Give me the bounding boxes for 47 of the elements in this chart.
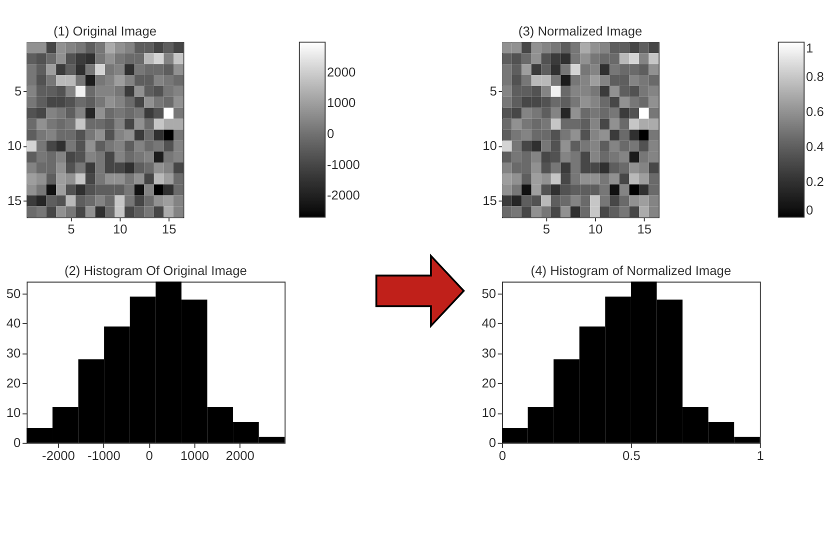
y-tick-label: 0 — [488, 435, 496, 450]
color-bar-label: 1 — [806, 40, 814, 56]
y-tick-label: 40 — [482, 316, 496, 331]
chart-title: (1) Original Image — [53, 24, 157, 39]
y-tick-label: 30 — [6, 345, 21, 360]
color-bar-label: 1000 — [326, 95, 356, 110]
y-tick-label: 30 — [482, 345, 496, 360]
x-tick-label: 0 — [498, 448, 506, 463]
chart-title: (4) Histogram of Normalized Image — [530, 263, 732, 278]
y-tick-label: 5 — [490, 84, 497, 99]
color-bar-label: 0.2 — [806, 174, 824, 189]
x-tick-label: 5 — [68, 221, 75, 236]
x-tick-label: 2000 — [226, 448, 254, 463]
x-tick-label: 0.5 — [622, 448, 640, 463]
y-tick-label: 50 — [6, 286, 21, 301]
x-tick-label: 0 — [146, 448, 153, 463]
y-tick-label: 10 — [7, 138, 22, 154]
y-tick-label: 40 — [6, 316, 21, 331]
color-bar-label: -1000 — [326, 156, 360, 172]
x-tick-label: 15 — [162, 221, 176, 236]
y-tick-label: 0 — [14, 435, 21, 450]
x-tick-label: 15 — [637, 221, 652, 236]
chart-title: (2) Histogram Of Original Image — [64, 263, 247, 278]
y-tick-label: 5 — [14, 84, 22, 99]
x-tick-label: 5 — [542, 221, 550, 236]
color-bar-label: -2000 — [326, 188, 360, 203]
color-bar-label: 2000 — [326, 64, 356, 80]
y-tick-label: 50 — [482, 286, 496, 301]
color-bar-label: 0 — [326, 126, 334, 141]
y-tick-label: 10 — [482, 405, 496, 420]
color-bar-label: 0.6 — [806, 104, 824, 119]
x-tick-label: 10 — [588, 221, 603, 236]
y-tick-label: 10 — [6, 405, 21, 420]
color-bar-label: 0 — [806, 202, 814, 218]
x-tick-label: -2000 — [42, 448, 75, 463]
x-tick-label: 10 — [112, 221, 128, 236]
x-tick-label: -1000 — [87, 448, 120, 463]
x-tick-label: 1000 — [180, 448, 210, 463]
color-bar-label: 0.4 — [806, 138, 824, 154]
y-tick-label: 20 — [482, 375, 496, 390]
chart-title: (3) Normalized Image — [518, 24, 642, 39]
y-tick-label: 15 — [7, 192, 22, 208]
y-tick-label: 15 — [482, 192, 497, 208]
y-tick-label: 20 — [6, 375, 21, 390]
color-bar-label: 0.8 — [806, 68, 824, 84]
x-tick-label: 1 — [756, 448, 764, 463]
y-tick-label: 10 — [482, 138, 497, 154]
